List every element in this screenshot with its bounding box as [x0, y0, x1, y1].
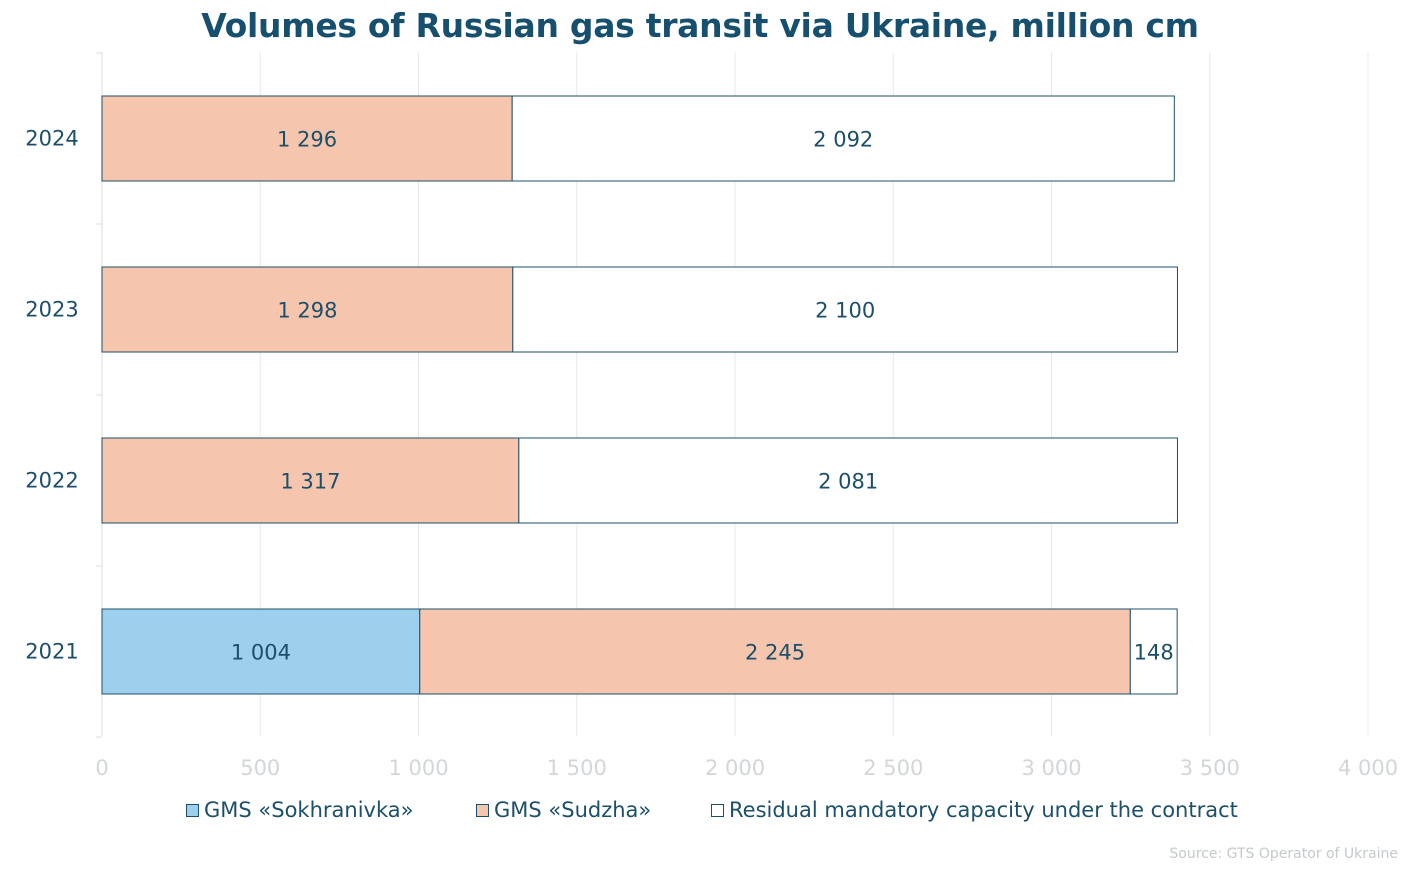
- data-label-2024-series-2: 2 092: [813, 128, 873, 152]
- chart-title: Volumes of Russian gas transit via Ukrai…: [201, 6, 1199, 45]
- data-label-2021-series-1: 2 245: [745, 641, 805, 665]
- bar-2024-series-1: [101, 95, 513, 182]
- legend-label-sudzha: GMS «Sudzha»: [494, 798, 652, 822]
- category-label-layer: 2024 2023 2022 2021: [25, 127, 78, 664]
- bar-2021-series-1: [419, 608, 1131, 695]
- x-tick-label-1: 500: [240, 756, 280, 780]
- legend-item-residual: Residual mandatory capacity under the co…: [711, 798, 1238, 822]
- data-label-2023-series-1: 1 298: [277, 299, 337, 323]
- source-note: Source: GTS Operator of Ukraine: [1169, 846, 1398, 862]
- category-label-2023: 2023: [25, 298, 78, 322]
- data-label-2021-series-0: 1 004: [231, 641, 291, 665]
- category-label-2022: 2022: [25, 469, 78, 493]
- data-label-2023-series-2: 2 100: [815, 299, 875, 323]
- x-tick-label-8: 4 000: [1338, 756, 1398, 780]
- x-tick-label-7: 3 500: [1180, 756, 1240, 780]
- bar-2023-series-1: [101, 266, 514, 353]
- bar-2022-series-2: [518, 437, 1178, 524]
- legend-item-sokhranivka: GMS «Sokhranivka»: [186, 798, 413, 822]
- legend-label-sokhranivka: GMS «Sokhranivka»: [204, 798, 414, 822]
- x-tick-label-3: 1 500: [547, 756, 607, 780]
- bar-2024-series-2: [511, 95, 1175, 182]
- x-tick-label-6: 3 000: [1021, 756, 1081, 780]
- legend-item-sudzha: GMS «Sudzha»: [476, 798, 651, 822]
- x-tick-label-5: 2 500: [863, 756, 923, 780]
- bar-2021-series-2: [1129, 608, 1178, 695]
- data-label-2022-series-1: 1 317: [280, 470, 340, 494]
- bar-2021-series-0: [101, 608, 421, 695]
- x-tick-label-2: 1 000: [388, 756, 448, 780]
- data-label-2022-series-2: 2 081: [818, 470, 878, 494]
- legend-label-residual: Residual mandatory capacity under the co…: [729, 798, 1238, 822]
- x-tick-label-layer: 0 500 1 000 1 500 2 000 2 500 3 000 3 500 4 000: [95, 756, 1398, 780]
- legend-swatch-sudzha: [476, 803, 489, 817]
- x-tick-label-0: 0: [95, 756, 108, 780]
- data-label-2021-series-2: 148: [1134, 641, 1174, 665]
- legend-swatch-residual: [711, 803, 724, 817]
- x-tick-label-4: 2 000: [705, 756, 765, 780]
- category-label-2021: 2021: [25, 640, 78, 664]
- bar-chart: 1 296 2 092 1 298 2 100 1 317 2 081 1 004 2 245…: [25, 52, 1398, 780]
- legend: GMS «Sokhranivka» GMS «Sudzha» Residual …: [0, 798, 1420, 828]
- data-label-2024-series-1: 1 296: [277, 128, 337, 152]
- bar-layer: 1 296 2 092 1 298 2 100 1 317 2 081 1 004 2 245…: [101, 95, 1178, 695]
- legend-swatch-sokhranivka: [186, 803, 199, 817]
- bar-2023-series-2: [512, 266, 1178, 353]
- category-label-2024: 2024: [25, 127, 78, 151]
